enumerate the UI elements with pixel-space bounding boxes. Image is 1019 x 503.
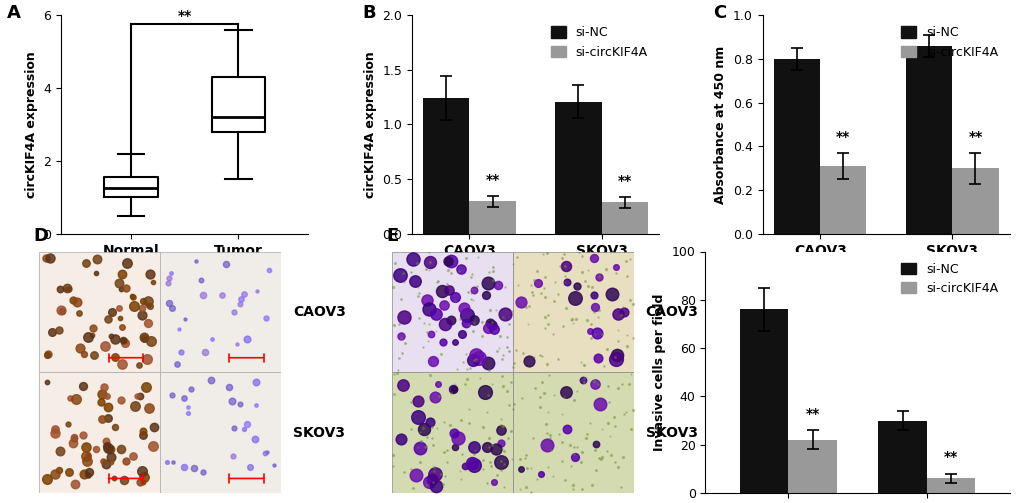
Bar — [160, 372, 280, 493]
Bar — [160, 252, 280, 372]
Bar — [392, 252, 513, 372]
Bar — [423, 98, 469, 234]
Bar — [392, 372, 513, 493]
Text: **: ** — [616, 174, 631, 188]
Text: **: ** — [177, 9, 192, 23]
Text: **: ** — [836, 130, 850, 144]
Bar — [40, 252, 160, 372]
Bar — [554, 102, 601, 234]
Bar — [952, 169, 998, 234]
Text: B: B — [362, 4, 376, 22]
Bar — [739, 309, 788, 493]
Y-axis label: Invasive cells per field: Invasive cells per field — [652, 294, 665, 451]
Text: **: ** — [485, 173, 499, 187]
Bar — [469, 201, 516, 234]
Bar — [905, 46, 952, 234]
Text: C: C — [712, 4, 726, 22]
Bar — [601, 202, 647, 234]
Bar — [877, 421, 926, 493]
Text: CAOV3: CAOV3 — [292, 305, 345, 319]
Bar — [819, 166, 865, 234]
Bar — [513, 372, 633, 493]
Text: A: A — [7, 4, 20, 22]
Y-axis label: Absorbance at 450 nm: Absorbance at 450 nm — [713, 45, 727, 204]
Text: D: D — [34, 227, 48, 245]
Bar — [773, 59, 819, 234]
Bar — [926, 478, 974, 493]
Legend: si-NC, si-circKIF4A: si-NC, si-circKIF4A — [896, 21, 1003, 63]
Legend: si-NC, si-circKIF4A: si-NC, si-circKIF4A — [545, 21, 652, 63]
Text: E: E — [386, 227, 398, 245]
Text: **: ** — [943, 450, 957, 464]
Text: CAOV3: CAOV3 — [645, 305, 698, 319]
Bar — [788, 440, 836, 493]
Text: **: ** — [805, 406, 819, 421]
Y-axis label: circKIF4A expression: circKIF4A expression — [24, 51, 38, 198]
Y-axis label: circKIF4A expression: circKIF4A expression — [364, 51, 376, 198]
Bar — [513, 252, 633, 372]
Text: SKOV3: SKOV3 — [292, 426, 344, 440]
Legend: si-NC, si-circKIF4A: si-NC, si-circKIF4A — [896, 258, 1003, 300]
Text: **: ** — [967, 130, 981, 144]
Text: SKOV3: SKOV3 — [645, 426, 697, 440]
Bar — [40, 372, 160, 493]
